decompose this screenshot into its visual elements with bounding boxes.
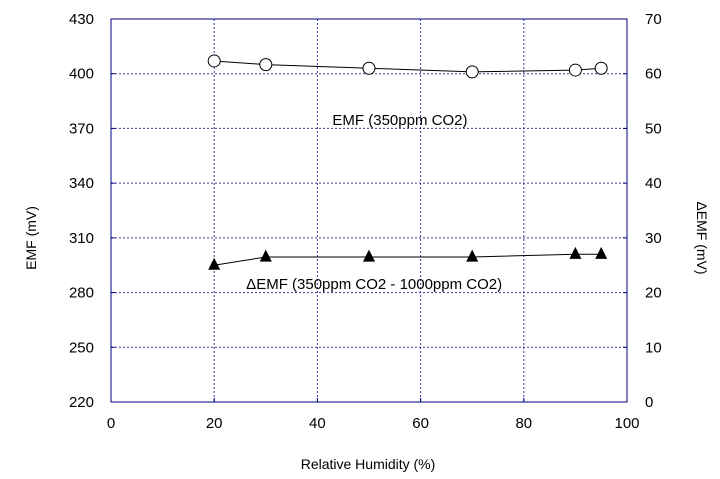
- y-tick-label: 400: [69, 66, 94, 83]
- y2-tick-label: 0: [645, 394, 653, 411]
- series-2-point: [595, 246, 608, 259]
- tick-labels: 0 20 40 60 80 100 220 250 280 310 340 370 400 430 0 10 2…: [69, 11, 662, 432]
- y2-tick-label: 70: [645, 11, 662, 28]
- series-2-line: [214, 253, 602, 266]
- series-1-point: [362, 61, 376, 75]
- series: [207, 54, 608, 270]
- y-tick-label: 370: [69, 120, 94, 137]
- series-2-point: [466, 249, 479, 262]
- plot-frame: [110, 18, 628, 403]
- series-2-point: [569, 246, 582, 259]
- y-tick-label: 430: [69, 11, 94, 28]
- x-tick-label: 20: [206, 415, 223, 432]
- annotation-label: ΔEMF (350ppm CO2 - 1000ppm CO2): [246, 276, 502, 293]
- y-tick-label: 310: [69, 230, 94, 247]
- y-axis-label: EMF (mV): [23, 206, 39, 270]
- series-1-point: [568, 63, 582, 77]
- x-tick-label: 60: [412, 415, 429, 432]
- y2-tick-label: 40: [645, 175, 662, 192]
- series-1-point: [259, 58, 273, 72]
- x-tick-label: 40: [309, 415, 326, 432]
- x-tick-label: 100: [614, 415, 639, 432]
- y-tick-label: 340: [69, 175, 94, 192]
- y2-axis-label: ΔEMF (mV): [694, 201, 710, 274]
- grid: [111, 19, 627, 402]
- x-tick-label: 80: [515, 415, 532, 432]
- y-tick-label: 220: [69, 394, 94, 411]
- series-2-point: [363, 249, 375, 262]
- y2-tick-label: 60: [645, 66, 662, 83]
- y-tick-label: 250: [69, 339, 94, 356]
- series-2-point: [259, 249, 272, 262]
- y2-tick-label: 50: [645, 120, 662, 137]
- x-tick-label: 0: [107, 415, 115, 432]
- series-1-line: [214, 60, 602, 73]
- y2-tick-label: 10: [645, 339, 662, 356]
- series-1-point: [594, 61, 608, 75]
- series-1-point: [465, 65, 479, 79]
- y2-tick-label: 30: [645, 230, 662, 247]
- series-2-point: [208, 257, 221, 270]
- y2-tick-label: 20: [645, 285, 662, 302]
- x-axis-label: Relative Humidity (%): [301, 456, 436, 472]
- series-1-point: [207, 54, 221, 68]
- annotation-label: EMF (350ppm CO2): [332, 112, 467, 129]
- y-tick-label: 280: [69, 285, 94, 302]
- annotations: EMF (350ppm CO2) ΔEMF (350ppm CO2 - 1000p…: [246, 112, 502, 293]
